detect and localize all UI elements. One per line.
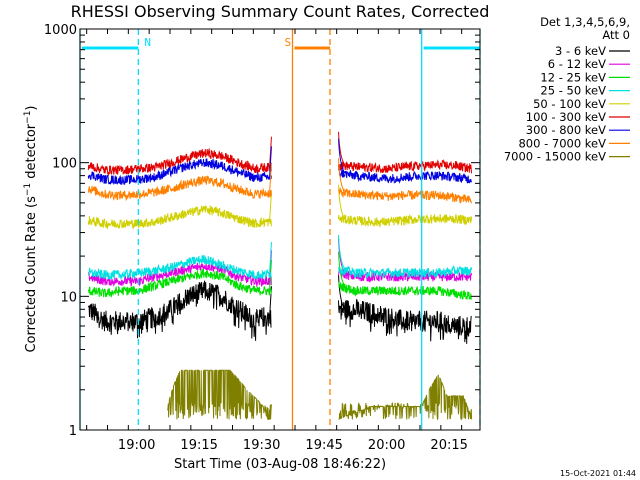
series-path [338,158,473,174]
series-line [167,369,473,421]
x-tick-label: 19:30 [243,438,280,453]
legend-header: Det 1,3,4,5,6,9, Att 0 [540,15,630,42]
legend-label: 100 - 300 keV [526,110,606,124]
series-line [87,234,473,280]
legend-header-line-2: Att 0 [602,28,630,42]
x-axis-label: Start Time (03-Aug-08 18:46:22) [174,457,386,472]
series-path [87,261,272,288]
series-spike [269,136,272,168]
series-decay [338,251,346,287]
legend-label: 800 - 7000 keV [518,136,606,150]
series-line [87,138,473,185]
y-tick-label: 10 [60,290,77,305]
series-decay [338,138,346,174]
series-path [167,369,272,420]
x-tick-label: 19:00 [118,438,155,453]
series-line [87,184,473,230]
y-tick-label: 1000 [44,23,77,38]
series-path [87,205,272,230]
x-tick-label: 19:15 [180,438,217,453]
legend-label: 6 - 12 keV [548,57,606,71]
chart-title: RHESSI Observing Summary Count Rates, Co… [71,2,490,21]
series-decay [338,158,346,193]
series-path [338,187,473,205]
region-markers [79,29,481,430]
legend-label: 25 - 50 keV [540,84,606,98]
series-line [87,158,473,205]
series-path [87,280,272,341]
series-line [87,131,473,177]
series-path [87,175,272,202]
series-path [87,254,272,280]
legend-header-line-1: Det 1,3,4,5,6,9, [540,15,630,29]
series-path [338,298,472,344]
series-decay [338,275,346,310]
legend-label: 50 - 100 keV [533,97,606,111]
series-line [87,238,473,288]
x-tick-label: 20:15 [430,438,467,453]
x-tick-label: 20:00 [368,438,405,453]
legend-label: 300 - 800 keV [526,123,606,137]
series-decay [338,131,346,166]
plot-lines [87,131,473,421]
legend-label: 12 - 25 keV [540,70,606,84]
series-path [87,158,272,185]
y-tick-label: 1 [69,424,77,439]
series-path [338,265,473,280]
generation-timestamp: 15-Oct-2021 01:44 [560,469,636,478]
y-axis-label: Corrected Count Rate (s−1 detector−1) [23,105,39,352]
series-spike [269,191,272,223]
series-path [338,168,473,184]
x-tick-label: 19:45 [305,438,342,453]
plot-frame [79,28,481,431]
series-spike [269,146,272,178]
series-path [338,374,473,421]
series-line [87,275,472,344]
series-path [87,269,272,298]
flag-label: N [144,36,151,49]
series-path [338,267,473,283]
plot-axes [79,28,481,431]
series-decay [338,184,346,220]
flag-label: S [285,36,292,49]
series-spike [269,162,272,194]
y-tick-label: 100 [52,157,77,172]
series-path [87,147,272,177]
series-spike [269,242,272,273]
series-decay [338,234,346,270]
series-path [338,281,472,301]
legend-label: 7000 - 15000 keV [504,150,606,164]
legend-label: 3 - 6 keV [555,44,606,58]
series-path [338,213,473,228]
axis-ticks: 1 10 100 1000 19:00 19:15 19:30 19:45 20:00 20:15 [44,23,480,453]
